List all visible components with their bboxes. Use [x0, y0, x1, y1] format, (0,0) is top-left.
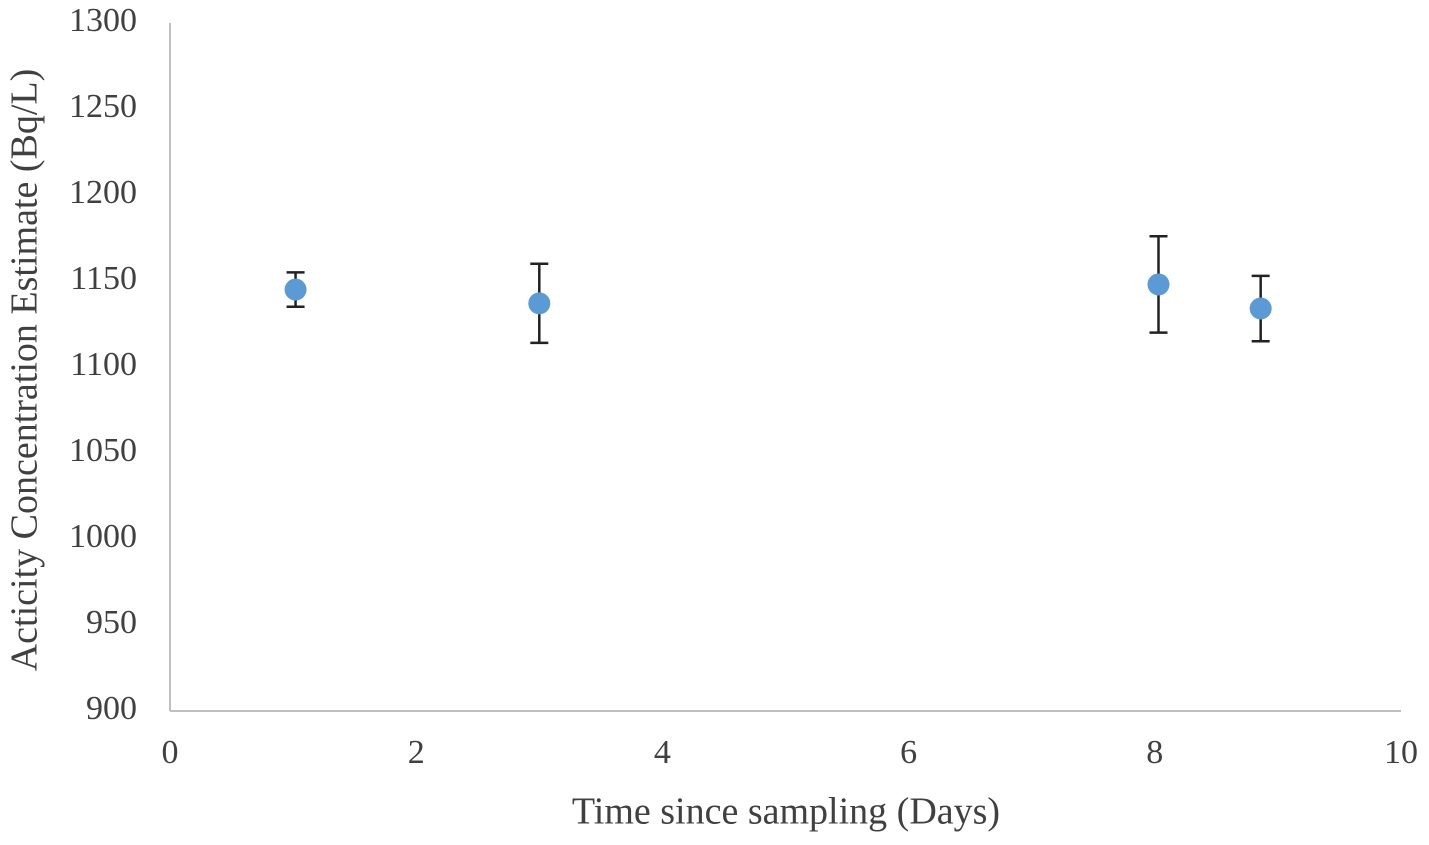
y-tick-label: 1250: [69, 88, 137, 125]
y-axis-title: Acticity Concentration Estimate (Bq/L): [4, 69, 46, 672]
x-tick-label: 10: [1384, 734, 1418, 771]
point: [528, 292, 551, 315]
point: [1249, 297, 1272, 320]
x-tick-label: 6: [900, 734, 917, 771]
y-tick-label: 950: [86, 604, 137, 641]
y-tick-label: 1150: [70, 260, 137, 297]
y-tick-label: 1200: [69, 174, 137, 211]
x-axis-title: Time since sampling (Days): [572, 791, 1000, 833]
x-tick-label: 0: [162, 734, 179, 771]
y-tick-label: 900: [86, 690, 137, 727]
point: [1147, 273, 1170, 296]
point: [284, 278, 307, 301]
y-tick-label: 1300: [69, 2, 137, 39]
y-tick-label: 1050: [69, 432, 137, 469]
x-tick-label: 4: [654, 734, 671, 771]
x-tick-label: 2: [408, 734, 425, 771]
x-tick-label: 8: [1146, 734, 1163, 771]
y-tick-label: 1000: [69, 518, 137, 555]
y-tick-label: 1100: [70, 346, 137, 383]
